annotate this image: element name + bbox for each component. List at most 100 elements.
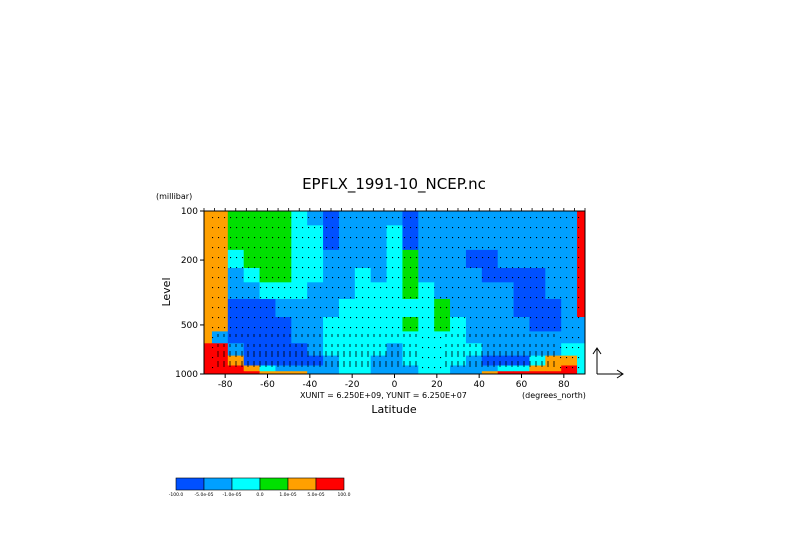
- heatmap-cell: [227, 343, 245, 357]
- heatmap-cell: [386, 249, 403, 269]
- heatmap-cell: [545, 282, 562, 300]
- vector-row: [212, 277, 580, 279]
- heatmap-cell: [450, 365, 467, 372]
- heatmap-cell: [227, 365, 245, 372]
- heatmap-cell: [259, 225, 276, 251]
- heatmap-cell: [577, 331, 586, 344]
- heatmap-cell: [418, 267, 435, 283]
- heatmap-cell: [529, 371, 546, 375]
- heatmap-cell: [291, 225, 308, 251]
- heatmap-cell: [545, 267, 562, 283]
- plot-area: [203, 210, 586, 375]
- heatmap-cell: [465, 249, 483, 269]
- heatmap-cell: [370, 331, 388, 344]
- heatmap-cell: [529, 211, 546, 226]
- heatmap-cell: [577, 371, 586, 375]
- heatmap-cell: [370, 298, 388, 318]
- heatmap-cell: [481, 355, 499, 366]
- heatmap-cell: [481, 282, 499, 300]
- y-tick-label: 200: [181, 256, 198, 266]
- heatmap-cell: [338, 343, 356, 357]
- heatmap-cell: [561, 225, 578, 251]
- heatmap-cell: [465, 355, 483, 366]
- heatmap-cell: [211, 225, 229, 251]
- heatmap-cell: [307, 317, 324, 332]
- heatmap-cell: [402, 267, 419, 283]
- heatmap-cell: [434, 249, 451, 269]
- heatmap-cell: [323, 282, 340, 300]
- heatmap-cell: [307, 211, 324, 226]
- vector-row: [212, 361, 580, 369]
- heatmap-cell: [418, 355, 435, 366]
- heatmap-cell: [545, 317, 562, 332]
- heatmap-cell: [418, 225, 435, 251]
- vector-row: [212, 297, 580, 299]
- heatmap-cell: [275, 331, 292, 344]
- heatmap-cell: [204, 365, 213, 372]
- heatmap-cell: [513, 317, 530, 332]
- heatmap-cell: [450, 249, 467, 269]
- heatmap-cell: [211, 282, 229, 300]
- heatmap-cell: [323, 225, 340, 251]
- vector-row: [212, 247, 580, 249]
- vector-row: [212, 351, 580, 359]
- heatmap-cell: [402, 317, 419, 332]
- x-tick-label: -40: [302, 380, 317, 390]
- heatmap-cell: [465, 317, 483, 332]
- heatmap-cell: [450, 371, 467, 375]
- heatmap-cell: [259, 365, 276, 372]
- y-tick-label: 100: [181, 207, 198, 217]
- x-axis-label: Latitude: [371, 403, 417, 416]
- heatmap-cell: [513, 249, 530, 269]
- heatmap-cell: [259, 355, 276, 366]
- heatmap-cell: [291, 249, 308, 269]
- vector-row: [212, 307, 580, 309]
- heatmap-cell: [481, 331, 499, 344]
- x-tick-label: 20: [431, 380, 443, 390]
- x-unit-label: (degrees_north): [522, 391, 586, 400]
- colorbar-swatch: [259, 477, 289, 491]
- heatmap-cell: [434, 343, 451, 357]
- chart-title: EPFLX_1991-10_NCEP.nc: [302, 175, 486, 194]
- x-tick-label: -60: [260, 380, 275, 390]
- heatmap-cell: [386, 355, 403, 366]
- heatmap-cell: [481, 225, 499, 251]
- x-axis-ticks: -80 -60 -40 -20 0 20 40 60 80: [203, 208, 586, 390]
- heatmap-cell: [465, 282, 483, 300]
- heatmap-cell: [338, 282, 356, 300]
- heatmap-cell: [497, 267, 515, 283]
- heatmap-cell: [529, 282, 546, 300]
- heatmap-cell: [204, 355, 213, 366]
- heatmap-cell: [354, 211, 372, 226]
- heatmap-cell: [291, 371, 308, 375]
- vector-row: [212, 217, 580, 219]
- heatmap-cell: [561, 371, 578, 375]
- y-axis-label: Level: [160, 277, 173, 306]
- heatmap-cell: [291, 365, 308, 372]
- heatmap-cell: [354, 371, 372, 375]
- heatmap-cell: [529, 225, 546, 251]
- heatmap-cell: [577, 355, 586, 366]
- heatmap-cell: [323, 249, 340, 269]
- heatmap-cell: [275, 282, 292, 300]
- heatmap-cell: [450, 343, 467, 357]
- heatmap-cell: [434, 371, 451, 375]
- heatmap-cell: [291, 355, 308, 366]
- y-tick-label: 500: [181, 321, 198, 331]
- heatmap-cell: [497, 282, 515, 300]
- heatmap-cell: [386, 331, 403, 344]
- heatmap-cell: [577, 225, 586, 251]
- heatmap-cell: [338, 365, 356, 372]
- heatmap-cell: [513, 365, 530, 372]
- heatmap-cell: [529, 267, 546, 283]
- vector-row: [212, 344, 580, 349]
- vector-row: [212, 327, 580, 329]
- heatmap-cell: [465, 331, 483, 344]
- heatmap-cell: [211, 267, 229, 283]
- vector-row: [212, 257, 580, 259]
- colorbar-swatch: [231, 477, 261, 491]
- heatmap-cell: [402, 365, 419, 372]
- heatmap-cell: [211, 317, 229, 332]
- heatmap-cell: [323, 371, 340, 375]
- heatmap-cell: [545, 343, 562, 357]
